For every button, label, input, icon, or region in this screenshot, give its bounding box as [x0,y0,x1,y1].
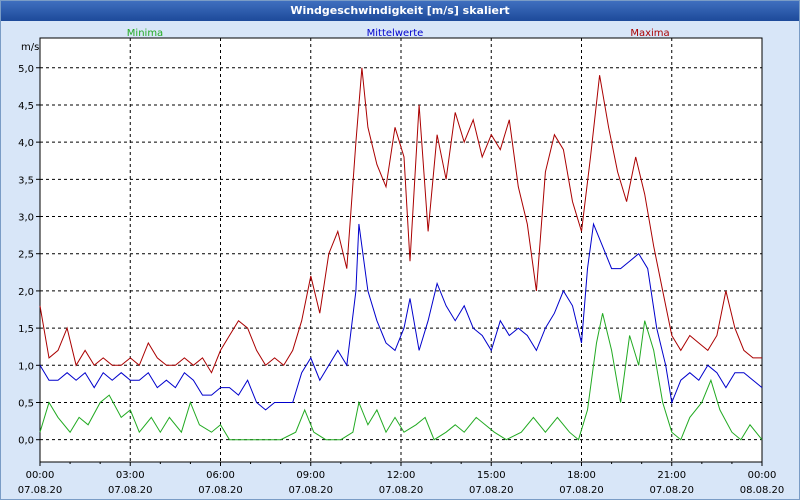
x-tick-time: 21:00 [657,470,686,481]
x-tick-date: 08.08.20 [740,485,785,496]
series-line-maxima [39,67,762,374]
x-tick-date: 07.08.20 [18,485,63,496]
y-tick-label: 0,5 [18,398,34,409]
legend-mittelwerte: Mittelwerte [367,28,424,39]
y-tick-label: 3,5 [18,175,34,186]
x-tick-date: 07.08.20 [649,485,694,496]
x-tick-date: 07.08.20 [379,485,424,496]
window-title: Windgeschwindigkeit [m/s] skaliert [1,1,799,21]
y-tick-label: 1,5 [18,324,34,335]
series-line-mittelwerte [39,222,763,411]
x-tick-time: 15:00 [477,470,506,481]
y-tick-label: 3,0 [18,213,34,224]
legend-minima: Minima [127,28,163,39]
y-axis-ticks: 0,0 0,5 1,0 1,5 2,0 2,5 3,0 3,5 4,0 4,5 5,0 [18,64,40,447]
y-tick-label: 4,0 [18,138,34,149]
x-tick-date: 07.08.20 [198,485,243,496]
x-tick-time: 09:00 [296,470,325,481]
x-tick-time: 00:00 [26,470,55,481]
y-tick-label: 2,0 [18,287,34,298]
x-tick-date: 07.08.20 [288,485,333,496]
y-tick-label: 1,0 [18,361,34,372]
x-tick-time: 12:00 [387,470,416,481]
series-line-minima [39,313,763,441]
y-tick-label: 2,5 [18,250,34,261]
series-lines [39,67,763,441]
y-tick-label: 4,5 [18,101,34,112]
x-tick-date: 07.08.20 [559,485,604,496]
x-tick-time: 06:00 [206,470,235,481]
x-tick-date: 07.08.20 [108,485,153,496]
legend-maxima: Maxima [630,28,669,39]
y-axis-label: m/s [21,42,39,53]
y-tick-label: 0,0 [18,436,34,447]
x-tick-time: 00:00 [748,470,777,481]
grid-lines [40,38,762,462]
x-axis-ticks: 00:00 07.08.20 03:00 07.08.20 06:00 07.08.20 0… [18,462,785,496]
x-tick-time: 18:00 [567,470,596,481]
x-tick-time: 03:00 [116,470,145,481]
y-tick-label: 5,0 [18,64,34,75]
legend: Minima Mittelwerte Maxima [127,28,670,39]
x-tick-date: 07.08.20 [469,485,514,496]
